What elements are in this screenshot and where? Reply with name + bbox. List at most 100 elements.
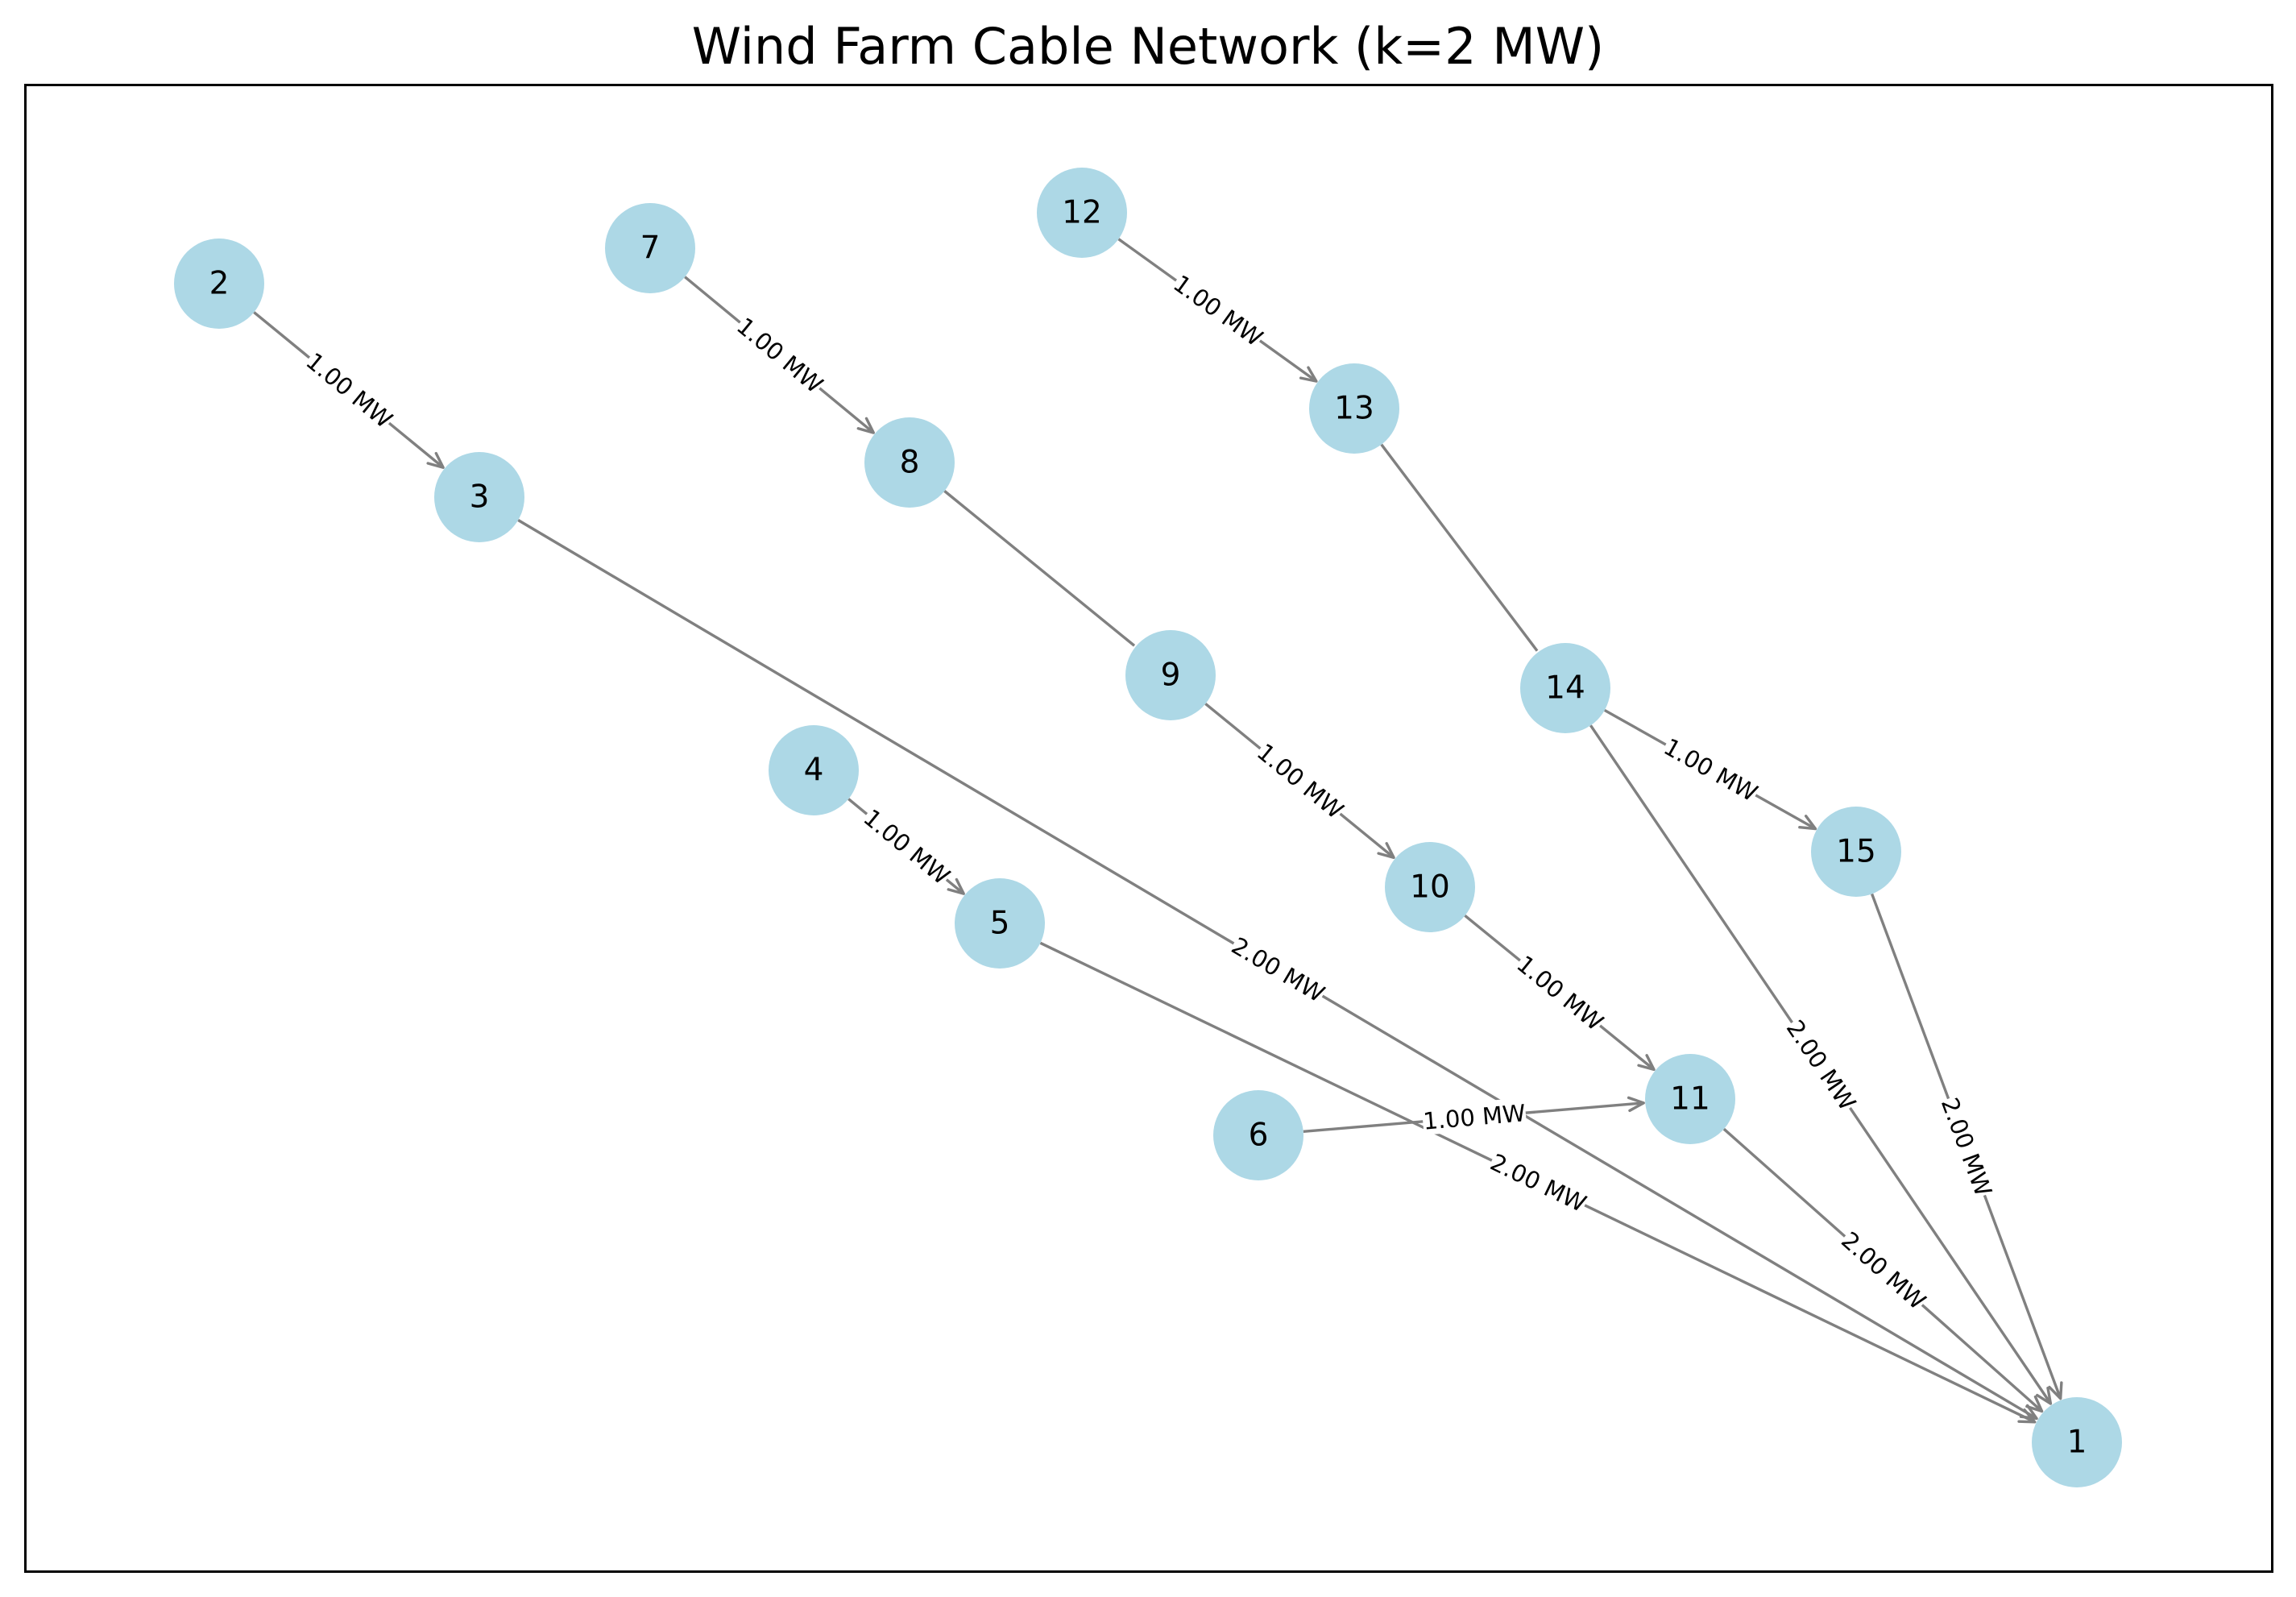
edge-label-text: 1.00 MW [1252, 738, 1349, 824]
edge-label: 1.00 MW [731, 310, 830, 399]
node-label: 12 [1062, 195, 1102, 231]
edge-label-text: 1.00 MW [1660, 732, 1763, 807]
edge-label-background [1780, 1014, 1863, 1116]
node-circle [1520, 643, 1610, 733]
node-circle [1037, 168, 1127, 258]
node-5: 5 [955, 878, 1045, 969]
node-circle [955, 878, 1045, 969]
edge-label-background [1226, 930, 1331, 1008]
node-11: 11 [1645, 1054, 1735, 1144]
edge-label: 1.00 MW [1251, 736, 1350, 825]
node-label: 4 [804, 753, 824, 789]
edge-label-background [1935, 1093, 2000, 1201]
edge-line [1380, 443, 1539, 652]
edge-13-14 [1380, 443, 1539, 652]
edge-label: 2.00 MW [1935, 1093, 2000, 1201]
arrowhead [856, 417, 875, 434]
edge-label: 1.00 MW [300, 346, 400, 434]
node-label: 8 [900, 445, 920, 481]
edge-label-text: 1.00 MW [1168, 269, 1267, 351]
arrowhead [1798, 815, 1817, 831]
node-circle [174, 239, 264, 329]
edge-label-background [1486, 1147, 1592, 1218]
edge-label-text: 2.00 MW [1486, 1148, 1591, 1217]
node-circle [769, 725, 859, 815]
node-label: 9 [1161, 657, 1181, 694]
node-circle [434, 452, 524, 542]
node-15: 15 [1811, 807, 1901, 897]
arrowhead [2036, 1386, 2053, 1405]
edge-label: 1.00 MW [1659, 731, 1763, 807]
arrowhead [1299, 366, 1318, 383]
edge-label: 1.00 MW [1168, 268, 1270, 352]
arrowhead [2017, 1408, 2037, 1424]
edge-label-background [1511, 948, 1610, 1037]
edge-label-background [1168, 268, 1270, 352]
edge-label-text: 1.00 MW [1422, 1099, 1527, 1135]
edge-label: 1.00 MW [1421, 1097, 1527, 1135]
edge-label-background [1835, 1225, 1933, 1316]
node-label: 13 [1334, 391, 1374, 427]
node-label: 11 [1670, 1081, 1710, 1118]
arrowhead [947, 877, 965, 895]
arrowhead [1637, 1054, 1656, 1072]
node-circle [2032, 1397, 2122, 1487]
plot-frame [24, 84, 2273, 1573]
edge-label-text: 1.00 MW [858, 803, 955, 890]
node-6: 6 [1213, 1090, 1303, 1180]
arrowhead [426, 451, 445, 469]
edge-label: 1.00 MW [858, 802, 956, 890]
edge-label-text: 2.00 MW [1936, 1094, 1997, 1200]
node-12: 12 [1037, 168, 1127, 258]
edge-label: 2.00 MW [1226, 930, 1331, 1008]
edge-label-background [1421, 1097, 1527, 1135]
node-circle [1385, 842, 1475, 932]
node-8: 8 [864, 417, 955, 508]
edge-line [943, 490, 1136, 647]
node-label: 10 [1410, 869, 1450, 906]
edge-label-text: 2.00 MW [1781, 1015, 1862, 1116]
edge-label-text: 1.00 MW [731, 312, 828, 398]
node-label: 2 [209, 266, 230, 302]
node-1: 1 [2032, 1397, 2122, 1487]
node-label: 7 [640, 230, 661, 267]
edge-label-text: 1.00 MW [300, 347, 397, 433]
node-label: 3 [470, 479, 490, 516]
node-circle [1811, 807, 1901, 897]
node-9: 9 [1125, 630, 1216, 720]
arrowhead [2048, 1381, 2063, 1400]
node-circle [1213, 1090, 1303, 1180]
edge-label-background [731, 310, 830, 399]
node-label: 1 [2067, 1425, 2087, 1461]
node-circle [1645, 1054, 1735, 1144]
node-label: 14 [1545, 670, 1585, 707]
edge-label: 2.00 MW [1780, 1014, 1863, 1116]
arrowhead [1627, 1096, 1645, 1113]
edge-label: 2.00 MW [1835, 1225, 1933, 1316]
edge-label-background [300, 346, 400, 434]
node-7: 7 [605, 203, 695, 293]
edge-label-text: 1.00 MW [1511, 950, 1608, 1036]
node-circle [1309, 363, 1399, 454]
edge-label: 2.00 MW [1486, 1147, 1592, 1218]
node-13: 13 [1309, 363, 1399, 454]
edge-label-background [858, 802, 956, 890]
edge-label-background [1659, 731, 1763, 807]
edge-label-text: 2.00 MW [1227, 931, 1329, 1007]
arrowhead [1377, 842, 1395, 860]
edge-label: 1.00 MW [1511, 948, 1610, 1037]
edge-label-background [1251, 736, 1350, 825]
node-circle [1125, 630, 1216, 720]
node-circle [605, 203, 695, 293]
node-4: 4 [769, 725, 859, 815]
arrowhead [2025, 1395, 2044, 1413]
edge-label-text: 2.00 MW [1836, 1226, 1931, 1315]
edge-8-9 [943, 490, 1136, 647]
node-label: 15 [1836, 834, 1876, 870]
node-label: 5 [990, 906, 1010, 942]
node-circle [864, 417, 955, 508]
node-2: 2 [174, 239, 264, 329]
chart-title: Wind Farm Cable Network (k=2 MW) [691, 17, 1605, 76]
node-10: 10 [1385, 842, 1475, 932]
